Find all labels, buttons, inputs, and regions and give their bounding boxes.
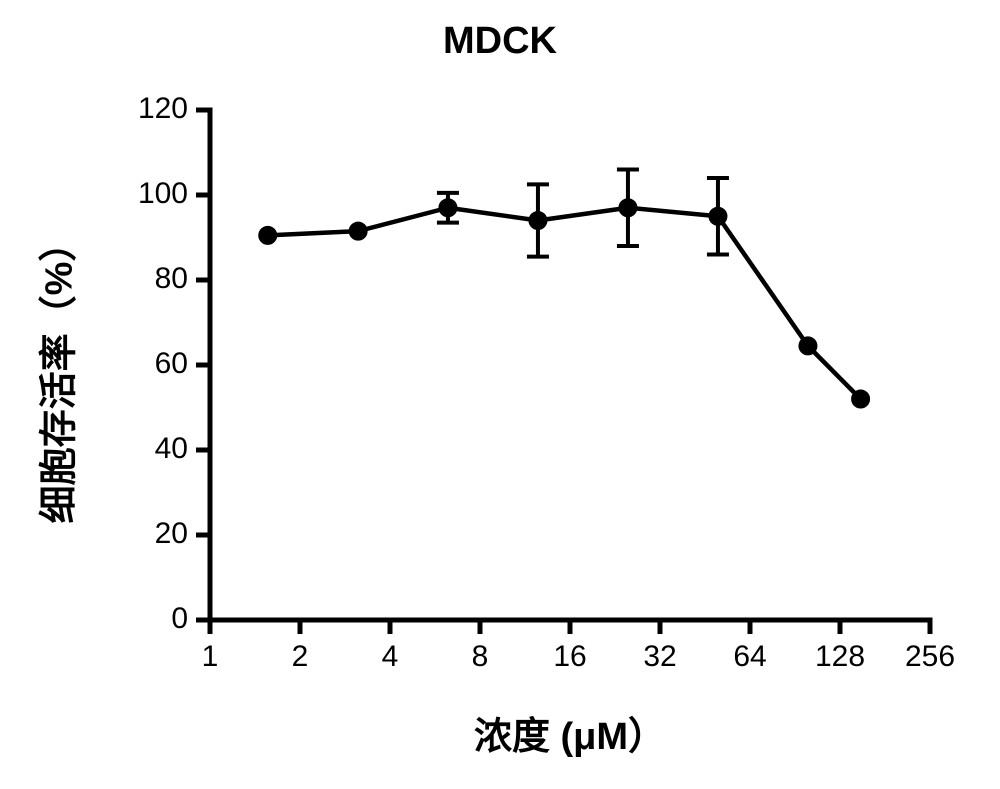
y-tick-label: 40 — [155, 432, 188, 466]
y-tick-label: 100 — [138, 177, 188, 211]
y-tick-label: 20 — [155, 517, 188, 551]
y-tick-label: 120 — [138, 92, 188, 126]
x-tick-label: 64 — [710, 640, 790, 674]
x-tick-label: 4 — [350, 640, 430, 674]
y-tick-label: 80 — [155, 262, 188, 296]
y-tick-label: 60 — [155, 347, 188, 381]
x-tick-label: 128 — [800, 640, 880, 674]
x-tick-label: 32 — [620, 640, 700, 674]
x-tick-label: 1 — [170, 640, 250, 674]
y-tick-label: 0 — [171, 602, 188, 636]
chart-container: MDCK 细胞存活率（%） 浓度 (μM） 124816326412825602… — [0, 0, 1000, 789]
x-tick-label: 16 — [530, 640, 610, 674]
x-tick-label: 256 — [890, 640, 970, 674]
x-tick-label: 8 — [440, 640, 520, 674]
x-tick-label: 2 — [260, 640, 340, 674]
